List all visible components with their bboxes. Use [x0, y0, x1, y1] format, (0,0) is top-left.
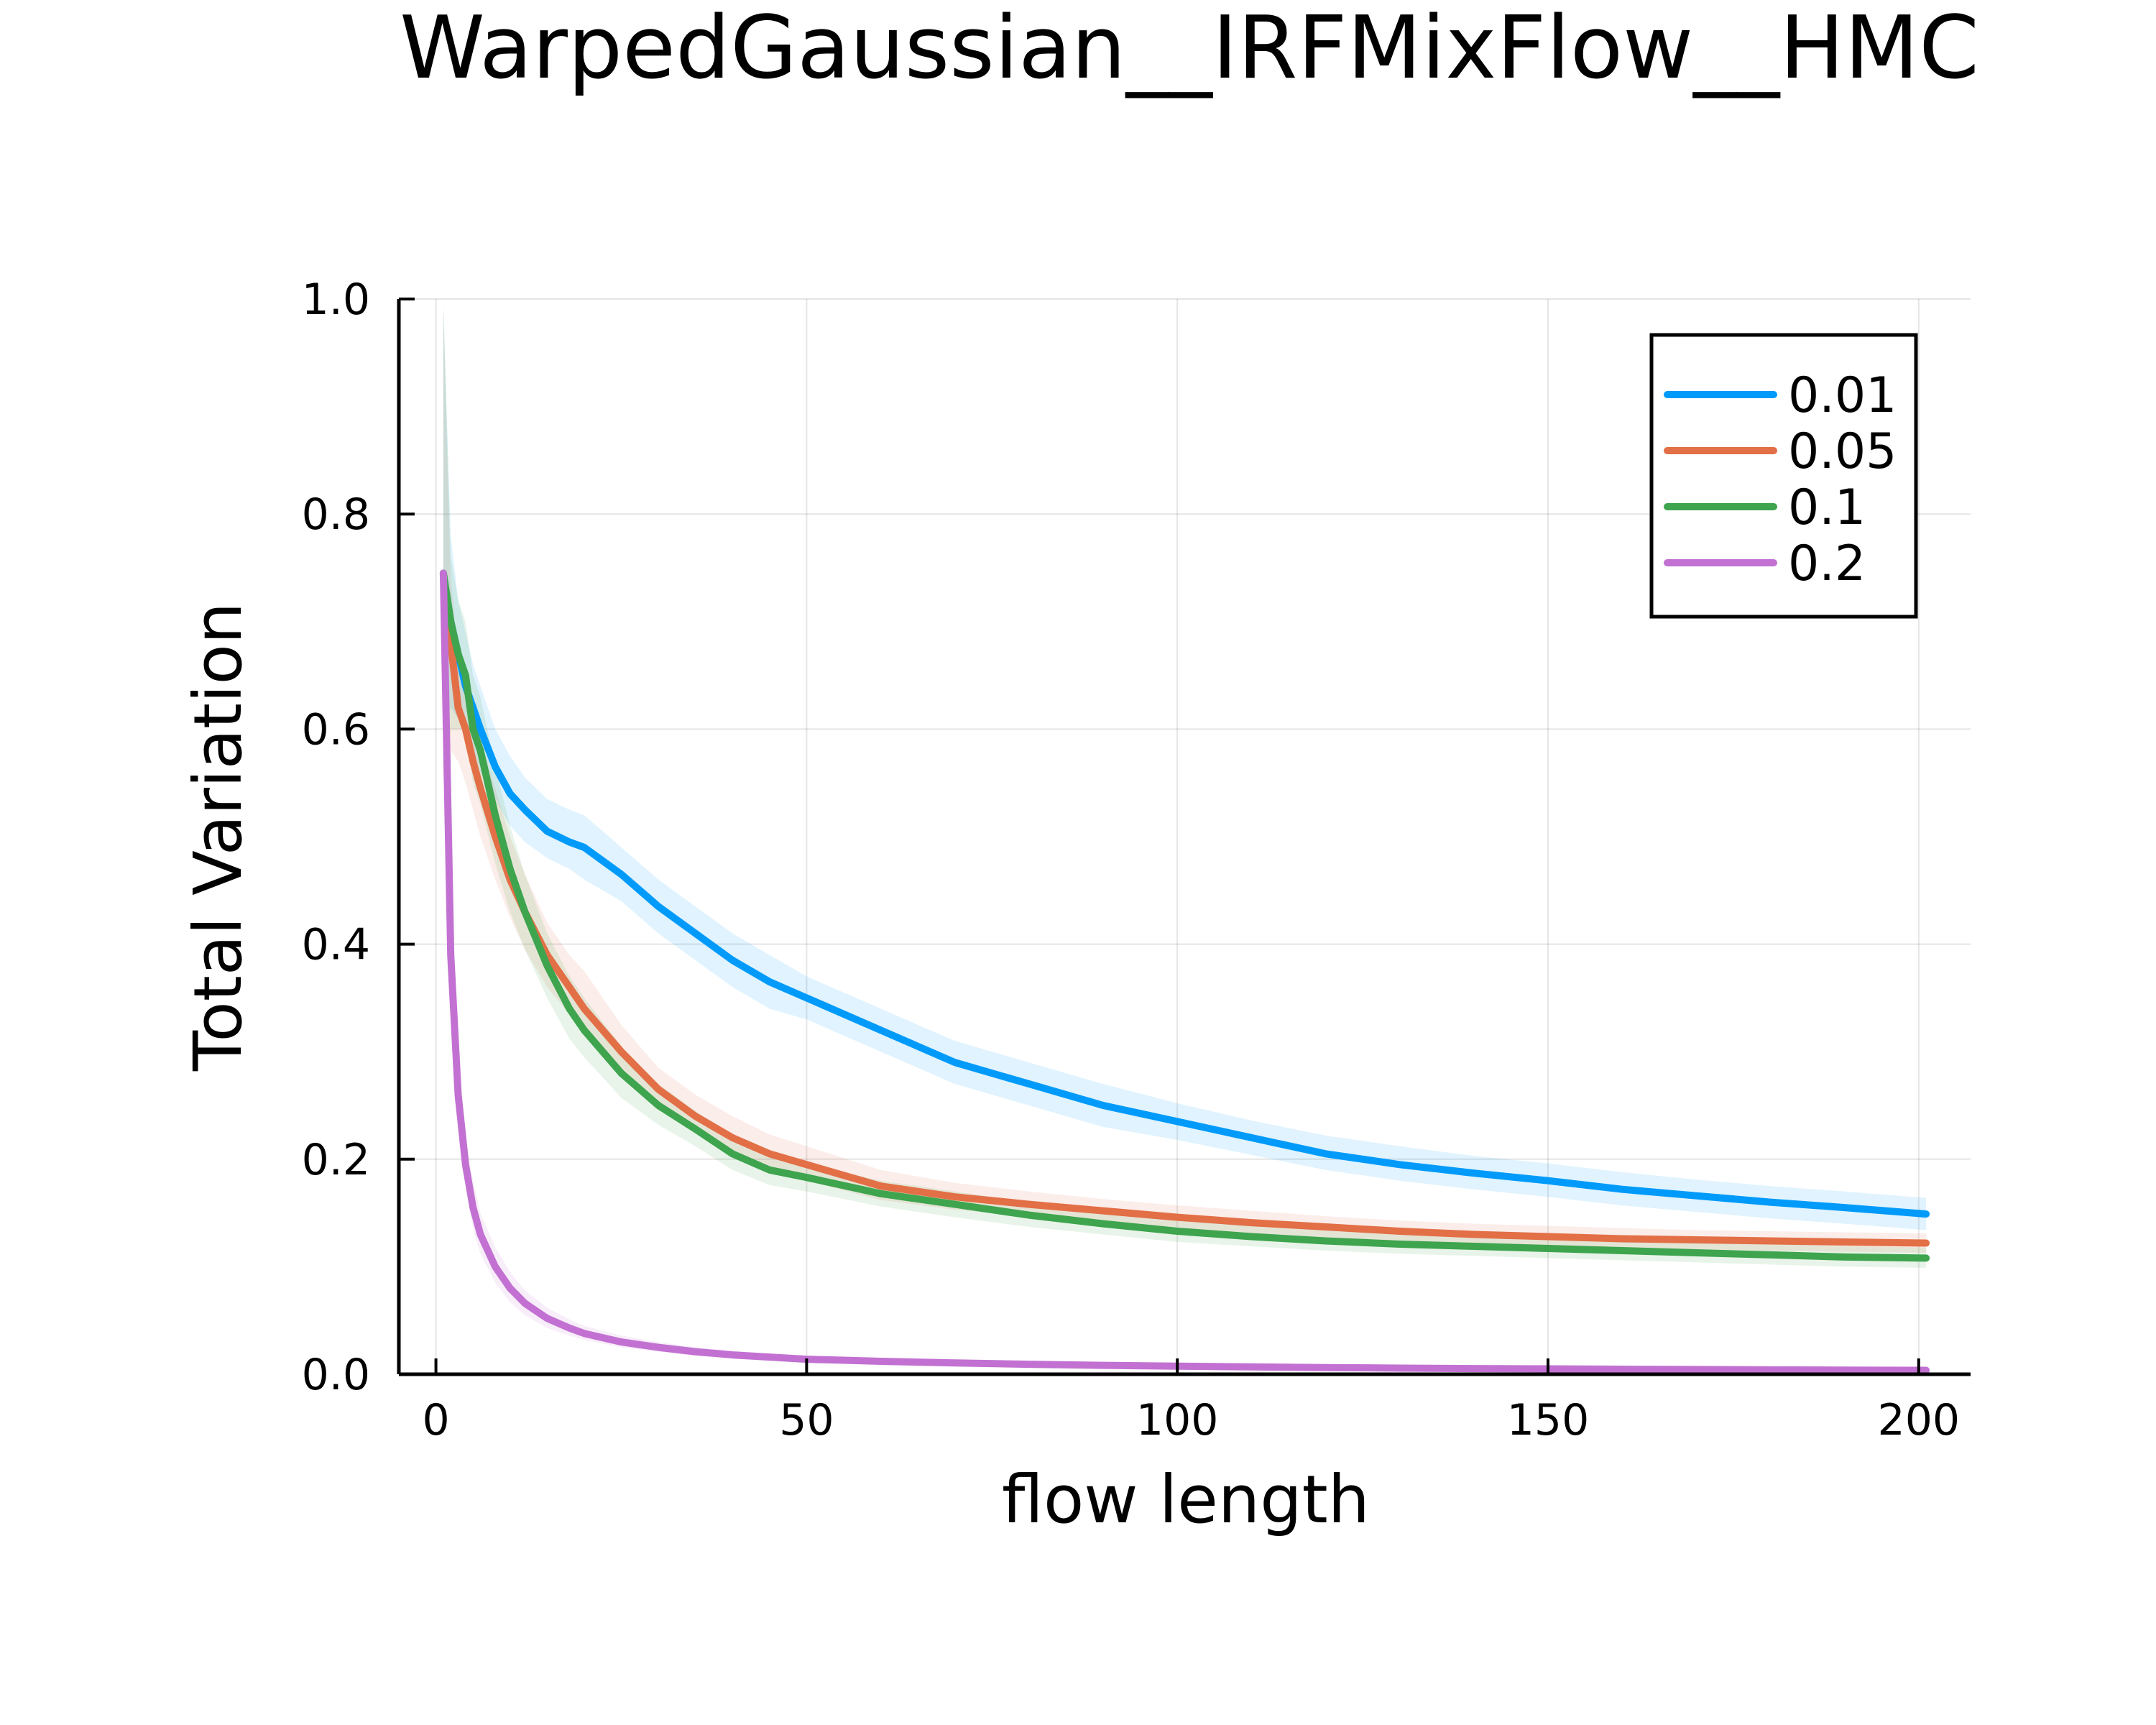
series-lines	[439, 569, 1930, 1374]
y-tick-label: 1.0	[302, 275, 370, 325]
x-tick-label: 0	[422, 1395, 449, 1445]
x-tick-label: 200	[1878, 1395, 1961, 1445]
ticks: 0 50 100 150 200 0.0 0.2 0.4 0.6 0.8 1.0	[302, 275, 1960, 1445]
x-tick-label: 50	[779, 1395, 834, 1445]
legend-label: 0.1	[1788, 479, 1866, 536]
y-tick-label: 0.4	[302, 920, 370, 970]
y-tick-label: 0.8	[302, 489, 370, 540]
line-series-0.01	[439, 569, 1930, 1218]
legend-label: 0.2	[1788, 535, 1866, 592]
y-tick-label: 0.6	[302, 704, 370, 755]
line-series-0.1	[439, 569, 1930, 1262]
y-axis-title: Total Variation	[180, 602, 257, 1072]
x-tick-label: 150	[1507, 1395, 1590, 1445]
legend-label: 0.05	[1788, 423, 1897, 480]
chart-title: WarpedGaussian__IRFMixFlow__HMC	[400, 0, 1979, 98]
legend-box	[1649, 333, 1918, 619]
x-axis-title: flow length	[1002, 1461, 1370, 1538]
y-tick-label: 0.0	[302, 1350, 370, 1400]
axes	[397, 299, 1971, 1376]
legend: 0.010.050.10.2	[1649, 333, 1918, 619]
y-tick-label: 0.2	[302, 1135, 370, 1185]
x-tick-label: 100	[1136, 1395, 1219, 1445]
line-series-0.05	[439, 569, 1930, 1247]
legend-label: 0.01	[1788, 367, 1897, 424]
line-series-0.2	[439, 569, 1930, 1374]
legend-items: 0.010.050.10.2	[1664, 367, 1897, 592]
